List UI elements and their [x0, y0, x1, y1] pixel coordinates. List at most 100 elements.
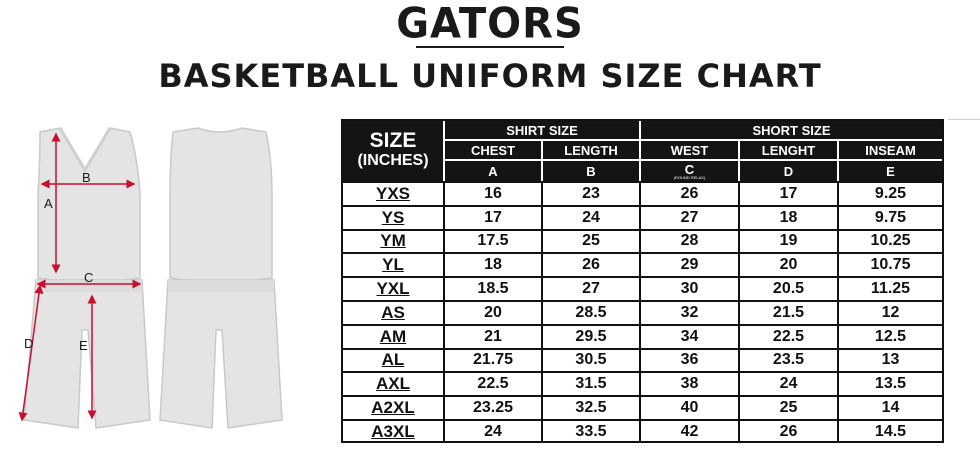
measurement-cell: 18 [738, 204, 837, 229]
measurement-cell: 26 [738, 419, 837, 443]
measurement-cell: 20 [443, 300, 541, 324]
column-letter-text: E [886, 163, 895, 179]
size-header: SIZE (INCHES) [343, 121, 443, 181]
size-label-cell: AM [343, 323, 443, 348]
measurement-cell: 40 [639, 395, 738, 419]
measurement-cell: 13.5 [837, 371, 942, 396]
measurement-cell: 22.5 [738, 323, 837, 348]
measurement-cell: 14.5 [837, 419, 942, 443]
column-letter-text: C [684, 161, 695, 177]
table-row: A2XL 23.25 32.5 40 25 14 [343, 395, 942, 419]
measurement-cell: 11.25 [837, 276, 942, 300]
size-label-cell: YXL [343, 276, 443, 300]
size-label-cell: AL [343, 347, 443, 372]
measurement-cell: 36 [639, 347, 738, 372]
size-label-cell: YL [343, 252, 443, 276]
measurement-cell: 24 [738, 371, 837, 396]
measurement-cell: 21.75 [443, 347, 541, 372]
measurement-cell: 30.5 [541, 347, 639, 372]
measurement-cell: 23 [541, 181, 639, 205]
measurement-cell: 12 [837, 300, 942, 324]
measurement-cell: 20 [738, 252, 837, 277]
label-a: A [44, 196, 53, 211]
measurement-cell: 16 [443, 181, 541, 205]
measurement-cell: 26 [639, 181, 738, 205]
measurement-cell: 20.5 [738, 276, 837, 300]
measurement-cell: 28.5 [541, 300, 639, 324]
measurement-cell: 17 [738, 181, 837, 205]
table-row: AS 20 28.5 32 21.5 12 [343, 300, 942, 324]
measurement-cell: 12.5 [837, 323, 942, 348]
measurement-cell: 25 [541, 228, 639, 253]
size-label-cell: YXS [343, 181, 443, 205]
table-row: YM 17.5 25 28 19 10.25 [343, 228, 942, 253]
measurement-cell: 18 [443, 252, 541, 277]
measurement-cell: 33.5 [541, 419, 639, 443]
table-row: A3XL 24 33.5 42 26 14.5 [343, 419, 942, 443]
title-underline [416, 46, 564, 48]
table-row: AL 21.75 30.5 36 23.5 13 [343, 347, 942, 372]
measurement-cell: 29 [639, 252, 738, 277]
measurement-cell: 25 [738, 395, 837, 419]
front-jersey [37, 127, 141, 283]
size-label-cell: AS [343, 300, 443, 324]
label-b: B [82, 170, 91, 185]
table-row: AM 21 29.5 34 22.5 12.5 [343, 323, 942, 348]
label-e: E [79, 338, 88, 353]
page-title: GATORS [396, 0, 584, 49]
measurement-cell: 27 [639, 204, 738, 229]
column-letter-text: A [488, 163, 498, 179]
measurement-cell: 27 [541, 276, 639, 300]
back-jersey [169, 127, 273, 283]
measurement-cell: 30 [639, 276, 738, 300]
size-label-cell: AXL [343, 371, 443, 395]
measurement-cell: 29.5 [541, 323, 639, 348]
column-letter-0: A [443, 159, 541, 181]
column-header-2: WEST [639, 139, 738, 159]
column-letter-3: D [738, 159, 837, 181]
measurement-cell: 22.5 [443, 371, 541, 396]
column-letter-1: B [541, 159, 639, 181]
page-subtitle: BASKETBALL UNIFORM SIZE CHART [158, 57, 822, 95]
column-header-4: INSEAM [837, 139, 942, 159]
table-row: YXS 16 23 26 17 9.25 [343, 181, 942, 205]
size-label-cell: A3XL [343, 419, 443, 443]
measurement-cell: 17 [443, 204, 541, 229]
measurement-cell: 21.5 [738, 300, 837, 324]
measurement-cell: 18.5 [443, 276, 541, 300]
measurement-cell: 10.75 [837, 252, 942, 277]
measurement-cell: 23.5 [738, 347, 837, 372]
size-label-cell: YS [343, 204, 443, 229]
column-letter-4: E [837, 159, 942, 181]
front-shorts [23, 279, 151, 429]
measurement-cell: 24 [541, 204, 639, 229]
measurement-cell: 32 [639, 300, 738, 324]
measurement-cell: 9.75 [837, 204, 942, 229]
column-header-3: LENGHT [738, 139, 837, 159]
size-label-cell: YM [343, 228, 443, 253]
column-header-1: LENGTH [541, 139, 639, 159]
measurement-cell: 42 [639, 419, 738, 443]
label-d: D [24, 336, 33, 351]
label-c: C [84, 270, 93, 285]
measurement-cell: 34 [639, 323, 738, 348]
size-chart-table: SIZE (INCHES) SHIRT SIZE SHORT SIZE CHES… [341, 119, 944, 443]
measurement-cell: 13 [837, 347, 942, 372]
table-row: YL 18 26 29 20 10.75 [343, 252, 942, 277]
size-header-title: SIZE [369, 129, 417, 152]
measurement-cell: 26 [541, 252, 639, 277]
size-label-cell: A2XL [343, 395, 443, 419]
table-row: YXL 18.5 27 30 20.5 11.25 [343, 276, 942, 300]
back-shorts [159, 279, 283, 429]
measurement-cell: 9.25 [837, 181, 942, 205]
column-letter-text: B [586, 163, 596, 179]
measurement-cell: 10.25 [837, 228, 942, 253]
measurement-cell: 28 [639, 228, 738, 253]
size-header-unit: (INCHES) [357, 152, 429, 169]
measurement-cell: 38 [639, 371, 738, 396]
measurement-cell: 31.5 [541, 371, 639, 396]
measurement-cell: 19 [738, 228, 837, 253]
measurement-cell: 21 [443, 323, 541, 348]
column-header-0: CHEST [443, 139, 541, 159]
column-letter-text: D [783, 163, 794, 179]
